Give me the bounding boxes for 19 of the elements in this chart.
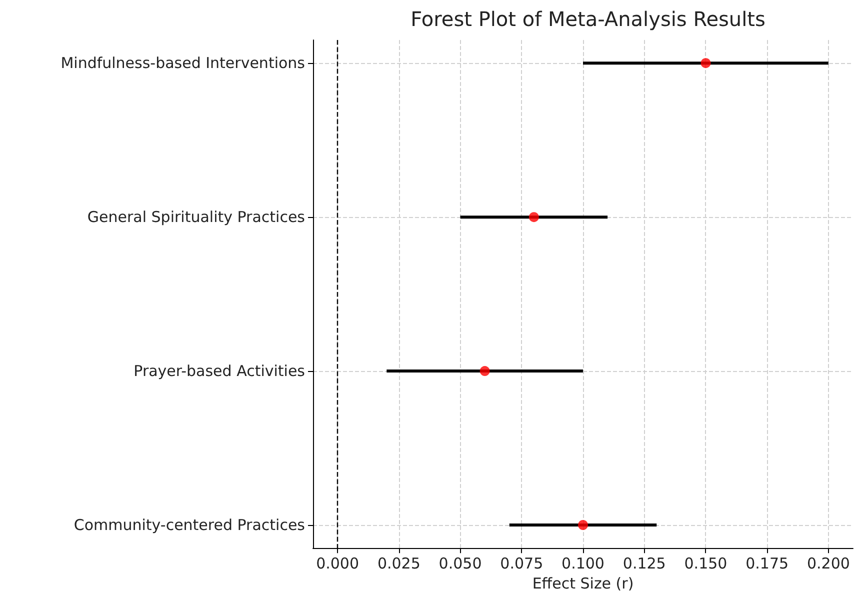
x-tick-label: 0.150 bbox=[684, 554, 728, 573]
x-tick-label: 0.075 bbox=[500, 554, 544, 573]
point bbox=[578, 520, 588, 530]
x-tick-label: 0.025 bbox=[377, 554, 420, 573]
x-tick-label: 0.175 bbox=[746, 554, 789, 573]
y-tick-label: Community-centered Practices bbox=[74, 516, 306, 534]
x-tick-label: 0.200 bbox=[806, 554, 850, 573]
y-tick-label: Mindfulness-based Interventions bbox=[60, 54, 306, 72]
x-tick-label: 0.100 bbox=[562, 554, 604, 573]
x-tick-label: 0.050 bbox=[438, 554, 482, 573]
point bbox=[528, 212, 539, 222]
x-axis-title: Effect Size (r) bbox=[532, 574, 634, 592]
x-tick-label: 0.125 bbox=[622, 554, 666, 573]
y-tick-label: Prayer-based Activities bbox=[134, 362, 306, 380]
x-tick-label: 0.000 bbox=[316, 554, 360, 573]
chart-title: Forest Plot of Meta-Analysis Results bbox=[410, 7, 766, 31]
y-tick-label: General Spirituality Practices bbox=[87, 208, 306, 226]
point bbox=[480, 366, 490, 376]
point bbox=[700, 58, 711, 68]
